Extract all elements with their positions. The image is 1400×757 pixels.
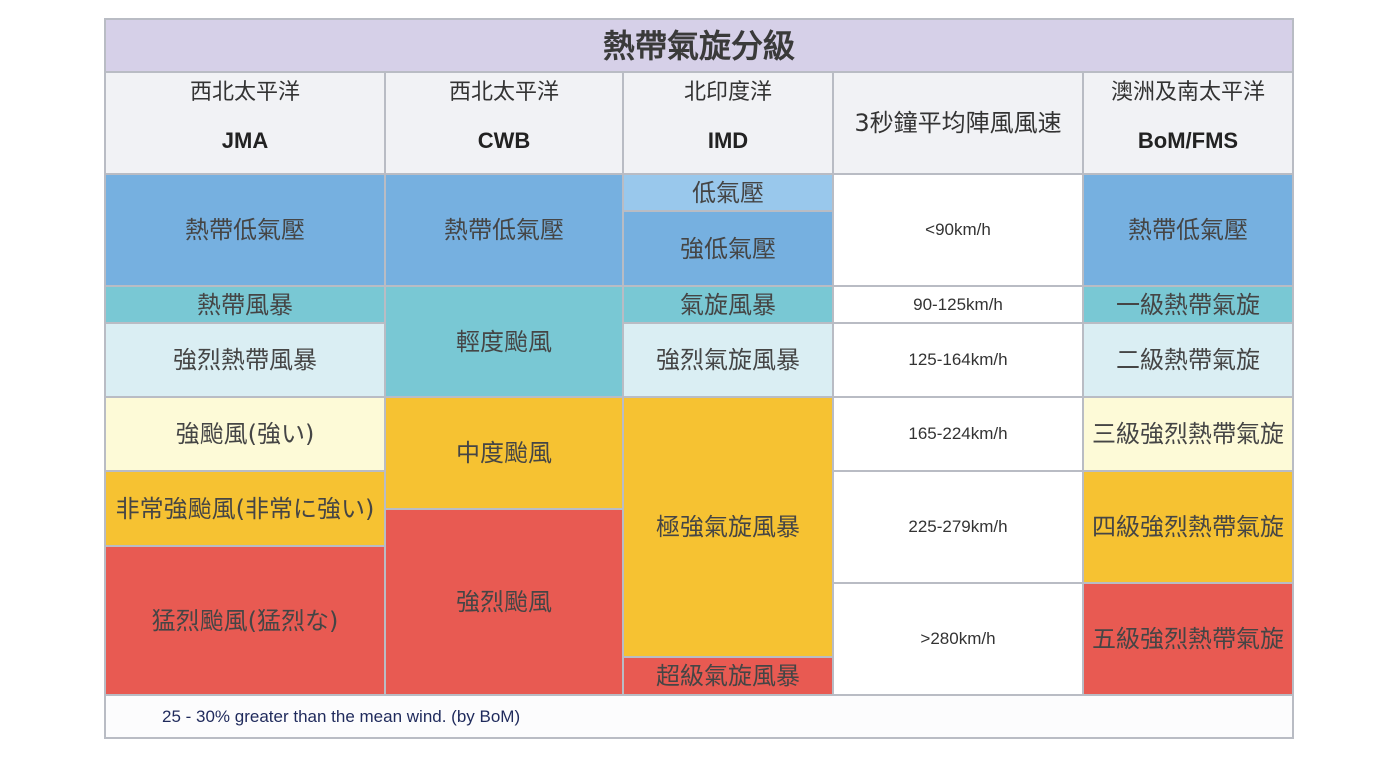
cwb-severe-typhoon: 強烈颱風 — [386, 510, 622, 694]
header-bom: 澳洲及南太平洋 BoM/FMS — [1084, 73, 1292, 173]
jma-typhoon-strong: 強颱風(強い) — [106, 398, 384, 470]
speed-band-5: 225-279km/h — [834, 472, 1082, 582]
imd-super-cyclonic-storm: 超級氣旋風暴 — [624, 658, 832, 694]
header-cwb-region: 西北太平洋 — [448, 80, 559, 105]
speed-band-3: 125-164km/h — [834, 324, 1082, 396]
header-imd-agency: IMD — [707, 128, 749, 153]
speed-band-2: 90-125km/h — [834, 287, 1082, 322]
jma-typhoon-violent: 猛烈颱風(猛烈な) — [106, 547, 384, 694]
speed-band-4: 165-224km/h — [834, 398, 1082, 470]
table-title: 熱帶氣旋分級 — [106, 20, 1292, 71]
speed-band-6: >280km/h — [834, 584, 1082, 694]
cwb-mild-typhoon: 輕度颱風 — [386, 287, 622, 396]
imd-severe-cyclonic-storm: 強烈氣旋風暴 — [624, 324, 832, 396]
imd-deep-depression: 強低氣壓 — [624, 212, 832, 285]
header-imd: 北印度洋 IMD — [624, 73, 832, 173]
jma-tropical-storm: 熱帶風暴 — [106, 287, 384, 322]
imd-depression: 低氣壓 — [624, 175, 832, 210]
jma-severe-tropical-storm: 強烈熱帶風暴 — [106, 324, 384, 396]
header-jma-agency: JMA — [221, 128, 269, 153]
imd-cyclonic-storm: 氣旋風暴 — [624, 287, 832, 322]
header-bom-region: 澳洲及南太平洋 — [1110, 80, 1265, 105]
header-jma: 西北太平洋 JMA — [106, 73, 384, 173]
speed-band-1: <90km/h — [834, 175, 1082, 285]
bom-tropical-low: 熱帶低氣壓 — [1084, 175, 1292, 285]
bom-category-5: 五級強烈熱帶氣旋 — [1084, 584, 1292, 694]
bom-category-2: 二級熱帶氣旋 — [1084, 324, 1292, 396]
jma-tropical-depression: 熱帶低氣壓 — [106, 175, 384, 285]
header-jma-region: 西北太平洋 — [189, 80, 300, 105]
jma-typhoon-very-strong: 非常強颱風(非常に強い) — [106, 472, 384, 545]
imd-extremely-severe-cyclonic-storm: 極強氣旋風暴 — [624, 398, 832, 656]
footnote: 25 - 30% greater than the mean wind. (by… — [106, 696, 1292, 737]
bom-category-3: 三級強烈熱帶氣旋 — [1084, 398, 1292, 470]
bom-category-1: 一級熱帶氣旋 — [1084, 287, 1292, 322]
cyclone-classification-table: 熱帶氣旋分級 西北太平洋 JMA 西北太平洋 CWB 北印度洋 IMD 3秒鐘平… — [104, 18, 1294, 739]
cwb-tropical-depression: 熱帶低氣壓 — [386, 175, 622, 285]
bom-category-4: 四級強烈熱帶氣旋 — [1084, 472, 1292, 582]
header-cwb-agency: CWB — [477, 128, 531, 153]
header-imd-region: 北印度洋 — [683, 80, 772, 105]
cwb-moderate-typhoon: 中度颱風 — [386, 398, 622, 508]
header-bom-agency: BoM/FMS — [1137, 128, 1239, 153]
header-cwb: 西北太平洋 CWB — [386, 73, 622, 173]
header-gust-speed: 3秒鐘平均陣風風速 — [834, 73, 1082, 173]
